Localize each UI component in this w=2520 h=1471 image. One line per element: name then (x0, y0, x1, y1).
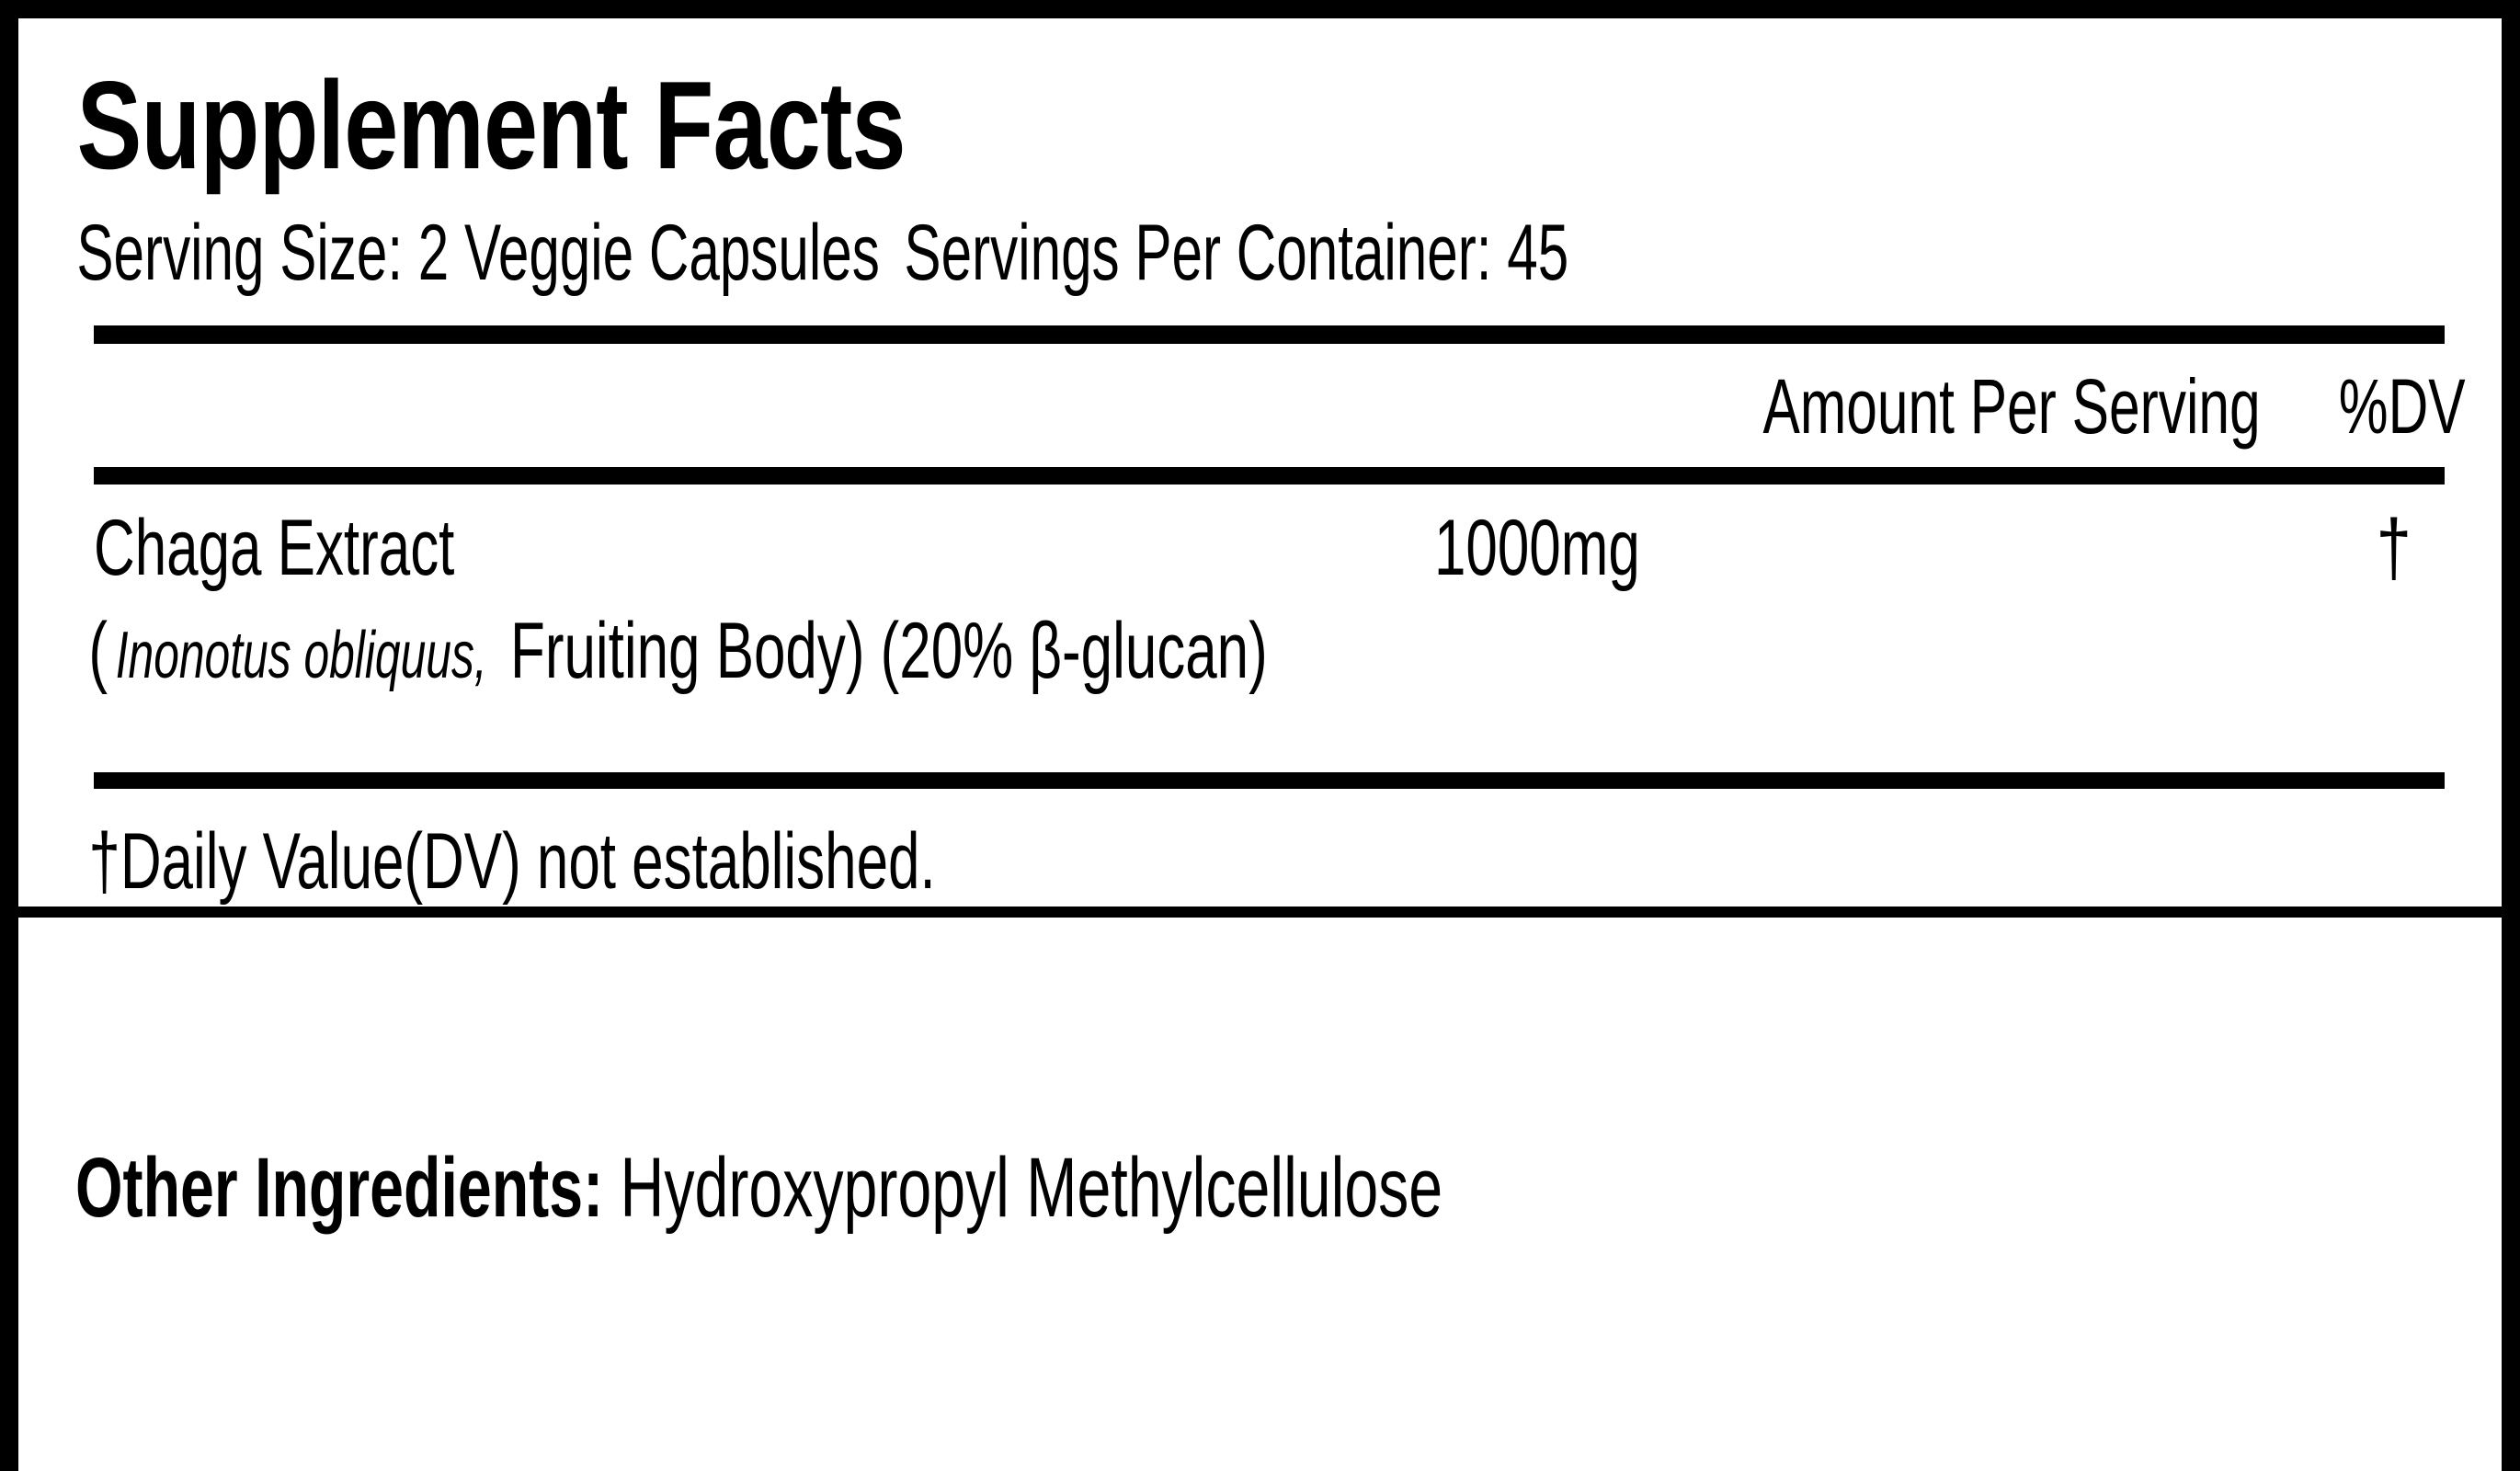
other-ingredients-label: Other Ingredients: (75, 1140, 604, 1235)
supplement-facts-region: Supplement Facts Serving Size: 2 Veggie … (18, 18, 2502, 907)
detail-open-paren: ( (88, 607, 108, 696)
divider-rule-top (94, 325, 2445, 345)
section-divider (0, 906, 2520, 918)
table-row: Chaga Extract 1000mg † (75, 485, 2463, 595)
page-title: Supplement Facts (76, 55, 907, 195)
detail-suffix: Fruiting Body) (20% β-glucan) (494, 607, 1268, 696)
servings-per-container-text: Servings Per Container: 45 (904, 209, 1569, 297)
other-ingredients-line: Other Ingredients: Hydroxypropyl Methylc… (75, 1140, 1809, 1246)
ingredient-amount: 1000mg (1434, 504, 1640, 593)
column-header-percent-dv: %DV (2338, 363, 2466, 450)
daily-value-footnote: †Daily Value(DV) not established. (88, 816, 936, 906)
serving-size-text: Serving Size: 2 Veggie Capsules (76, 209, 880, 297)
ingredient-detail-line: (Inonotus obliquus, Fruiting Body) (20% … (75, 610, 2482, 692)
label-inner-panel: Supplement Facts Serving Size: 2 Veggie … (0, 18, 2520, 1471)
column-header-amount-per-serving: Amount Per Serving (1762, 363, 2261, 450)
divider-rule-footnote (94, 771, 2445, 789)
ingredient-percent-dv: † (2376, 504, 2412, 593)
serving-info-row: Serving Size: 2 Veggie Capsules Servings… (75, 209, 2466, 297)
ingredient-name: Chaga Extract (94, 504, 455, 593)
divider-rule-under-header (94, 467, 2445, 485)
scientific-name: Inonotus obliquus, (115, 619, 487, 693)
table-header-row: Amount Per Serving %DV (75, 344, 2466, 467)
other-ingredients-value: Hydroxypropyl Methylcellulose (603, 1140, 1443, 1235)
other-ingredients-region: Other Ingredients: Hydroxypropyl Methylc… (18, 917, 2502, 1471)
